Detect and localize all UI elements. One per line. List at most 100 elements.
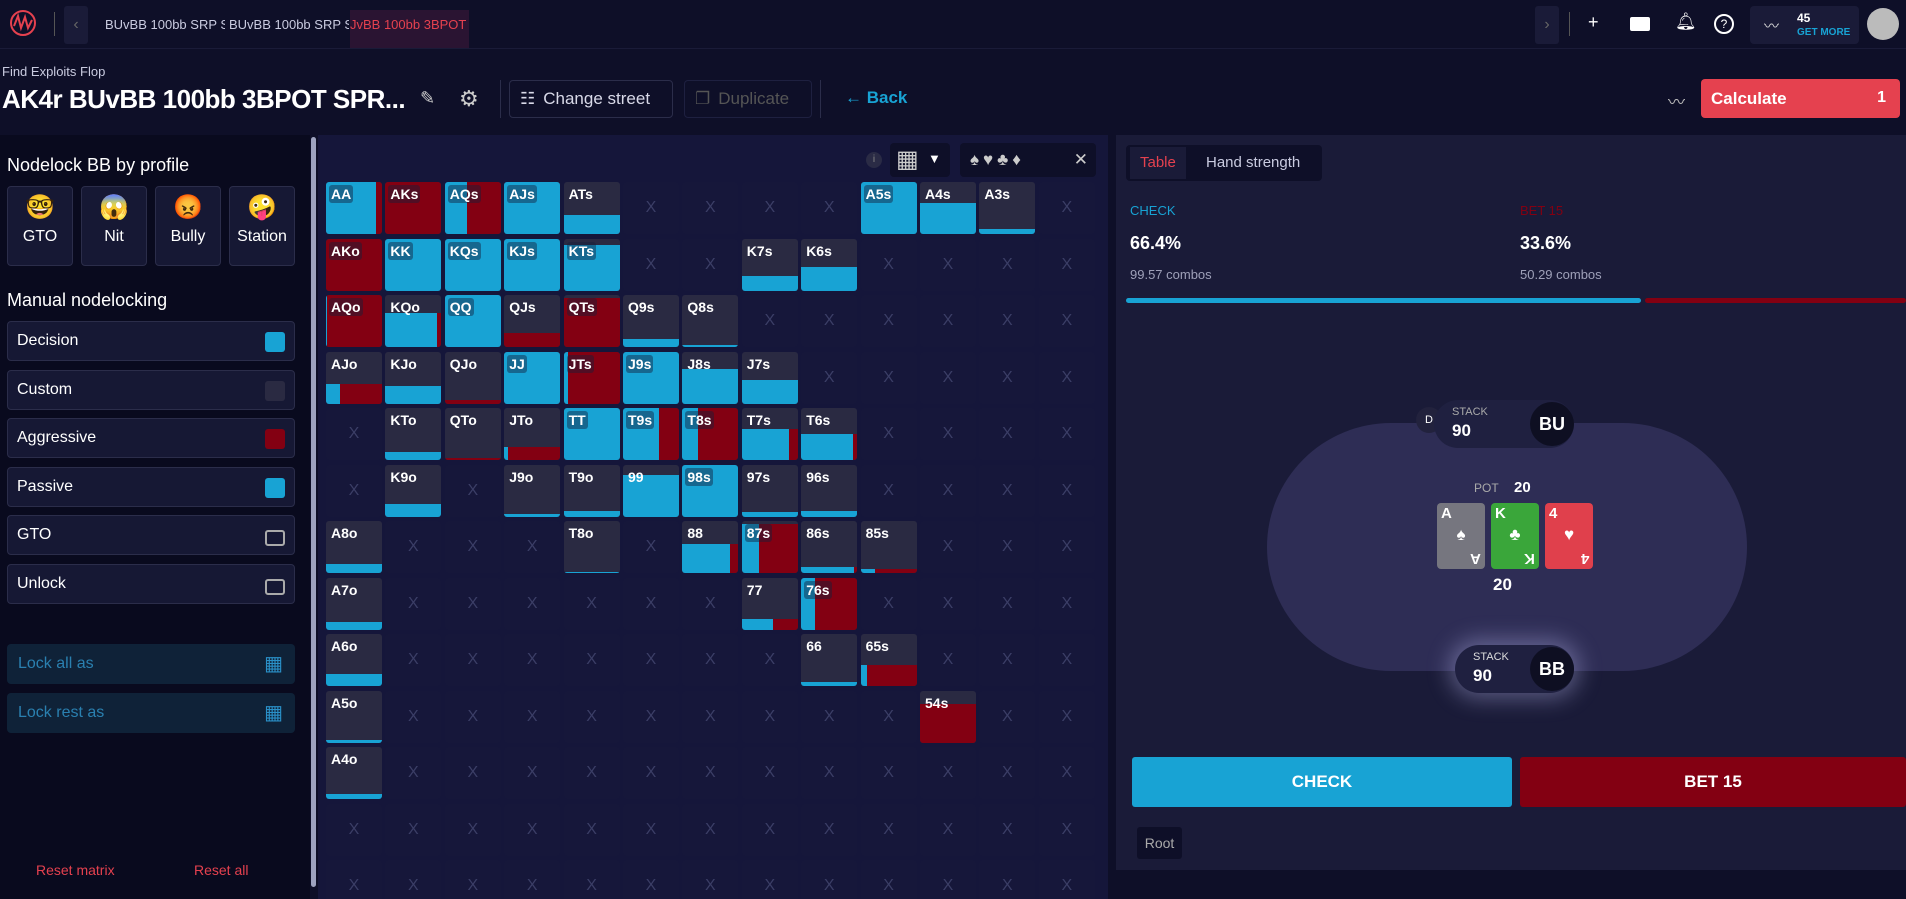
grid-view-dropdown[interactable]: ▦ ▼ — [890, 143, 950, 177]
lock-passive[interactable]: Passive — [7, 466, 295, 507]
hand-cell[interactable]: KTo — [385, 408, 442, 460]
hand-cell[interactable]: 87s — [741, 521, 798, 573]
hand-cell[interactable]: 66 — [801, 634, 858, 686]
hand-cell[interactable]: 76s — [801, 577, 858, 630]
duplicate-button[interactable]: ❐ Duplicate — [684, 80, 812, 118]
hand-cell[interactable]: KJs — [504, 238, 561, 291]
tab-hand-strength[interactable]: Hand strength — [1206, 154, 1301, 171]
logo-icon[interactable] — [8, 8, 38, 38]
avatar[interactable] — [1867, 8, 1899, 40]
hand-cell[interactable]: K6s — [801, 238, 858, 291]
credits-box[interactable]: 〰 45 GET MORE — [1750, 6, 1859, 44]
edit-icon[interactable]: ✎ — [420, 88, 436, 108]
hand-cell[interactable]: T8o — [563, 521, 620, 573]
hand-cell[interactable]: ATs — [563, 182, 620, 234]
hand-cell[interactable]: AJs — [504, 182, 561, 234]
hand-cell[interactable]: K9o — [385, 464, 442, 517]
lock-all-button[interactable]: Lock all as ▦ — [7, 644, 295, 684]
bet-button[interactable]: BET 15 — [1520, 757, 1906, 807]
hand-cell[interactable]: 65s — [860, 634, 917, 686]
hand-cell[interactable]: Q8s — [682, 295, 739, 347]
hand-cell[interactable]: T6s — [801, 408, 858, 460]
seat-bb[interactable]: STACK 90 BB — [1455, 645, 1574, 693]
profile-gto[interactable]: 🤓 GTO — [7, 186, 73, 266]
hand-cell[interactable]: 97s — [741, 464, 798, 517]
bell-icon[interactable]: 🔔︎ — [1675, 12, 1697, 31]
back-button[interactable]: ← Back — [845, 88, 908, 107]
check-button[interactable]: CHECK — [1132, 757, 1512, 807]
hand-cell[interactable]: A4s — [920, 182, 976, 234]
hand-cell[interactable]: 99 — [623, 464, 679, 517]
hand-cell[interactable]: J9o — [504, 464, 561, 517]
hand-cell[interactable]: KK — [385, 238, 442, 291]
hand-cell[interactable]: T9s — [623, 408, 679, 460]
hand-cell[interactable]: T9o — [563, 464, 620, 517]
hand-cell[interactable]: 54s — [920, 690, 976, 743]
lock-custom[interactable]: Custom — [7, 369, 295, 410]
hand-cell[interactable]: T8s — [682, 408, 739, 460]
chat-icon[interactable] — [1630, 17, 1650, 31]
hand-cell[interactable]: QQ — [444, 295, 501, 347]
hand-cell[interactable]: A4o — [326, 747, 382, 799]
close-icon[interactable]: ✕ — [1073, 150, 1088, 169]
hand-cell[interactable]: KQs — [444, 238, 501, 291]
hand-cell[interactable]: J7s — [741, 351, 798, 404]
hand-cell[interactable]: QTo — [444, 408, 501, 460]
hand-cell[interactable]: Q9s — [623, 295, 679, 347]
hand-cell[interactable]: AA — [326, 182, 382, 234]
hand-cell[interactable]: QJs — [504, 295, 561, 347]
hand-cell[interactable]: J8s — [682, 351, 739, 404]
seat-bu[interactable]: STACK 90 BU — [1434, 400, 1574, 448]
hand-cell[interactable]: J9s — [623, 351, 679, 404]
hand-cell[interactable]: A8o — [326, 521, 382, 573]
hand-cell[interactable]: A5s — [860, 182, 917, 234]
hand-cell[interactable]: TT — [563, 408, 620, 460]
hand-cell[interactable]: AQs — [444, 182, 501, 234]
hand-cell[interactable]: JJ — [504, 351, 561, 404]
left-scrollbar[interactable] — [311, 137, 316, 887]
change-street-button[interactable]: ☷ Change street — [509, 80, 673, 118]
tabs-scroll-left[interactable]: ‹ — [64, 6, 88, 44]
reset-all-button[interactable]: Reset all — [194, 862, 249, 878]
hand-cell[interactable]: K7s — [741, 238, 798, 291]
hand-cell[interactable]: 85s — [860, 521, 917, 573]
lock-rest-button[interactable]: Lock rest as ▦ — [7, 693, 295, 733]
profile-station[interactable]: 🤪 Station — [229, 186, 295, 266]
hand-cell[interactable]: KJo — [385, 351, 442, 404]
hand-cell[interactable]: 77 — [741, 577, 798, 630]
get-more-link[interactable]: GET MORE — [1797, 27, 1851, 38]
hand-cell[interactable]: T7s — [741, 408, 798, 460]
hand-cell[interactable]: AQo — [326, 295, 382, 347]
hand-cell[interactable]: AKo — [326, 238, 382, 291]
tab-table[interactable]: Table — [1130, 147, 1186, 179]
tabs-scroll-right[interactable]: › — [1535, 6, 1559, 44]
hand-cell[interactable]: 88 — [682, 521, 739, 573]
gear-icon[interactable]: ⚙ — [459, 86, 479, 111]
lock-aggressive[interactable]: Aggressive — [7, 418, 295, 458]
profile-bully[interactable]: 😡 Bully — [155, 186, 221, 266]
lock-unlock[interactable]: Unlock — [7, 563, 295, 604]
hand-cell[interactable]: 98s — [682, 464, 739, 517]
hand-cell[interactable]: QJo — [444, 351, 501, 404]
hand-cell[interactable]: KTs — [563, 238, 620, 291]
hand-cell[interactable]: 86s — [801, 521, 858, 573]
hand-cell[interactable]: 96s — [801, 464, 858, 517]
tab-1[interactable]: BUvBB 100bb SRP S — [105, 17, 225, 32]
help-icon[interactable]: ? — [1714, 14, 1734, 34]
hand-cell[interactable]: A6o — [326, 634, 382, 686]
reset-matrix-button[interactable]: Reset matrix — [36, 862, 115, 878]
calculate-button[interactable]: Calculate 1 — [1701, 79, 1900, 118]
hand-cell[interactable]: A7o — [326, 577, 382, 630]
plus-icon[interactable]: + — [1588, 12, 1599, 32]
hand-cell[interactable]: A3s — [979, 182, 1036, 234]
tab-3-active[interactable]: JvBB 100bb 3BPOT S — [350, 10, 469, 48]
hand-cell[interactable]: A5o — [326, 690, 382, 743]
tab-2[interactable]: BUvBB 100bb SRP S — [229, 17, 349, 32]
suit-filter[interactable]: ♠♥♣♦ ✕ — [960, 143, 1096, 177]
hand-cell[interactable]: AKs — [385, 182, 442, 234]
lock-gto[interactable]: GTO — [7, 515, 295, 555]
lock-decision[interactable]: Decision — [7, 321, 295, 361]
hand-cell[interactable]: JTo — [504, 408, 561, 460]
profile-nit[interactable]: 😱 Nit — [81, 186, 147, 266]
hand-cell[interactable]: JTs — [563, 351, 620, 404]
